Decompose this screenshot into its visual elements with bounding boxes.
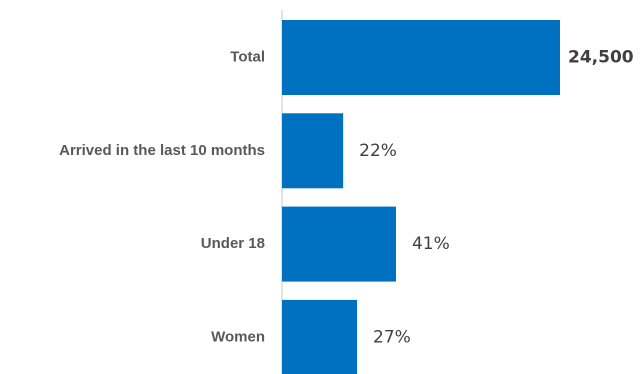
value-label-3: 27%	[373, 327, 411, 347]
bar-0	[282, 20, 560, 95]
category-label-0: Total	[230, 48, 265, 65]
bars-group	[282, 20, 560, 374]
value-label-2: 41%	[412, 234, 450, 254]
bar-2	[282, 206, 396, 282]
category-labels-group: Total Arrived in the last 10 months Under …	[59, 48, 265, 345]
value-label-1: 22%	[359, 141, 397, 161]
value-labels-group: 24,500 22% 41% 27%	[359, 48, 634, 348]
bar-3	[282, 299, 358, 374]
bar-1	[282, 113, 344, 189]
category-label-2: Under 18	[201, 235, 265, 252]
value-label-0: 24,500	[568, 48, 634, 68]
category-label-3: Women	[211, 328, 265, 345]
category-label-1: Arrived in the last 10 months	[59, 142, 265, 159]
